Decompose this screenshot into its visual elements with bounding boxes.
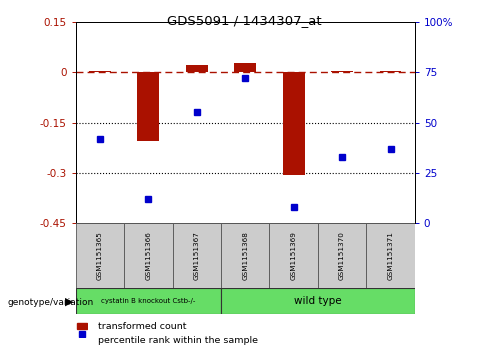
Bar: [76, 288, 221, 314]
Bar: [124, 223, 173, 289]
Bar: [318, 223, 366, 289]
Bar: [138, 72, 159, 141]
Bar: [76, 223, 124, 289]
Bar: [77, 323, 87, 329]
Text: wild type: wild type: [294, 296, 342, 306]
Text: GDS5091 / 1434307_at: GDS5091 / 1434307_at: [167, 14, 321, 27]
Bar: [269, 223, 318, 289]
Text: cystatin B knockout Cstb-/-: cystatin B knockout Cstb-/-: [101, 298, 196, 304]
Text: percentile rank within the sample: percentile rank within the sample: [98, 336, 258, 345]
Text: GSM1151365: GSM1151365: [97, 232, 103, 280]
Bar: [234, 63, 256, 72]
Bar: [186, 65, 208, 72]
Bar: [366, 223, 415, 289]
Text: GSM1151367: GSM1151367: [194, 232, 200, 280]
Bar: [283, 72, 305, 175]
Text: ▶: ▶: [65, 297, 73, 307]
Text: GSM1151368: GSM1151368: [242, 232, 248, 280]
Text: transformed count: transformed count: [98, 322, 186, 331]
Text: GSM1151370: GSM1151370: [339, 232, 345, 280]
Bar: [221, 288, 415, 314]
Bar: [221, 223, 269, 289]
Text: genotype/variation: genotype/variation: [7, 298, 94, 306]
Bar: [173, 223, 221, 289]
Text: GSM1151369: GSM1151369: [291, 232, 297, 280]
Text: GSM1151371: GSM1151371: [387, 232, 394, 280]
Text: GSM1151366: GSM1151366: [145, 232, 151, 280]
